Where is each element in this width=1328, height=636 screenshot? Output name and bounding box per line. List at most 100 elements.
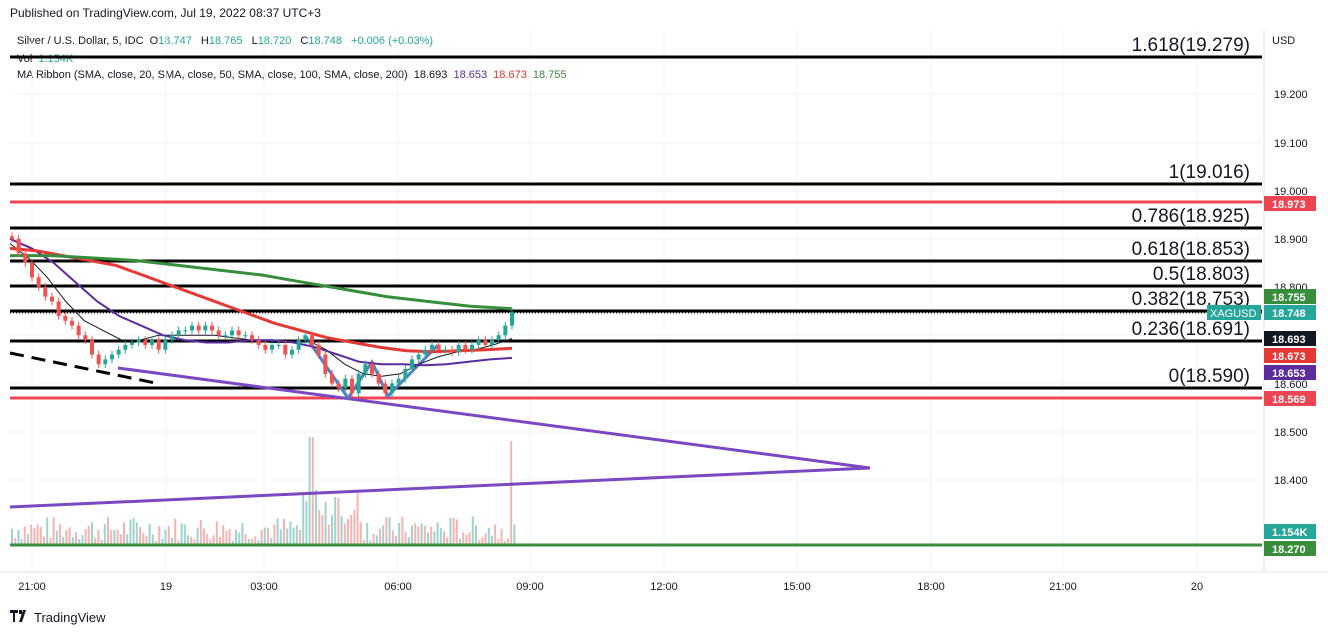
candle-body: [436, 344, 441, 350]
candle-body: [43, 287, 48, 297]
volume-bar: [311, 437, 314, 545]
volume-bar: [91, 522, 93, 545]
volume-bar: [241, 523, 244, 545]
volume-bar: [113, 530, 116, 545]
volume-bar: [33, 528, 36, 545]
price-tag-label: 18.569: [1272, 394, 1306, 406]
volume-bar: [116, 529, 119, 545]
ma100-line: [9, 246, 513, 354]
candle-body: [256, 340, 261, 345]
candle-body: [16, 238, 21, 254]
horizontal-lines: [10, 55, 1262, 547]
candle-body: [476, 340, 481, 345]
volume-bar: [225, 530, 228, 545]
volume-bar: [270, 537, 273, 545]
volume-bar: [228, 529, 231, 545]
candle-body: [390, 383, 394, 394]
candle-body: [283, 344, 288, 355]
volume-bar: [353, 509, 356, 545]
volume-bar: [500, 528, 503, 545]
candle-body: [90, 340, 94, 355]
candle-body: [23, 253, 28, 263]
volume-bar: [462, 532, 465, 545]
candle-body: [96, 354, 101, 365]
volume-bar: [84, 529, 87, 545]
price-tag-label: 18.270: [1272, 544, 1306, 556]
volume-bar: [471, 516, 474, 545]
ma-ribbon-legend: MA Ribbon (SMA, close, 20, SMA, close, 5…: [17, 69, 570, 81]
volume-bar: [318, 510, 321, 545]
volume-bar: [468, 532, 471, 545]
volume-bar: [465, 534, 468, 545]
volume-bar: [190, 536, 193, 545]
time-tick-label: 12:00: [650, 581, 678, 593]
volume-bar: [39, 526, 42, 545]
ma50-value: 18.653: [453, 69, 488, 81]
volume-bar: [446, 537, 449, 545]
volume-bar: [491, 535, 493, 545]
candle-body: [230, 330, 234, 336]
symbol-name: Silver / U.S. Dollar, 5, IDC: [17, 35, 144, 47]
candle-body: [496, 335, 501, 341]
candle-body: [336, 383, 341, 389]
candle-body: [70, 320, 74, 326]
volume-bar: [193, 538, 196, 545]
candle-body: [123, 344, 128, 350]
volume-bar: [343, 523, 346, 545]
volume-bar: [267, 527, 269, 545]
volume-bar: [87, 525, 90, 545]
candle-body: [63, 315, 68, 321]
volume-bar: [507, 538, 509, 545]
close-label: C: [300, 35, 309, 47]
fib-level-label: 1.618(19.279): [1132, 35, 1250, 56]
volume-bar: [206, 534, 209, 545]
volume-bar: [404, 532, 407, 545]
volume-bar: [27, 533, 29, 545]
volume-bar: [222, 525, 225, 545]
price-tag-label: 1.154K: [1272, 527, 1308, 539]
close-value: 18.748: [308, 35, 343, 47]
volume-bar: [75, 532, 77, 545]
volume-bar: [286, 528, 289, 545]
candle-body: [456, 344, 461, 353]
time-tick-label: 19: [160, 581, 172, 593]
volume-bar: [62, 536, 65, 545]
candle-body: [170, 335, 174, 341]
candle-body: [183, 330, 188, 332]
candle-body: [483, 340, 488, 345]
volume-bar: [305, 501, 308, 545]
time-tick-label: 09:00: [516, 581, 544, 593]
price-tag: [1264, 365, 1316, 380]
tradingview-brand[interactable]: TradingView: [10, 610, 106, 625]
volume-bar: [100, 539, 103, 545]
price-tag-label: 18.755: [1272, 292, 1306, 304]
volume-bar: [36, 524, 39, 545]
volume-bar: [347, 518, 349, 545]
volume-bar: [164, 529, 167, 545]
candle-body: [403, 369, 408, 379]
volume-bar: [119, 534, 122, 545]
fib-level-label: 0.5(18.803): [1153, 264, 1250, 285]
candle-body: [190, 325, 194, 331]
volume-bar: [78, 539, 81, 545]
volume-bar: [379, 528, 381, 545]
volume-bar: [43, 536, 45, 545]
candle-body: [210, 325, 214, 331]
candle-body: [150, 340, 154, 345]
candle-body: [410, 359, 414, 370]
high-label: H: [200, 35, 209, 47]
ma50-line: [9, 237, 513, 367]
volume-bar: [148, 523, 151, 545]
candle-body: [270, 344, 274, 350]
volume-bar: [324, 502, 327, 545]
price-tag: [1264, 196, 1316, 211]
volume-bar: [369, 540, 372, 545]
candle-body: [116, 349, 121, 355]
volume-bar: [71, 537, 74, 545]
volume-bar: [139, 527, 141, 545]
price-tick-label: 18.400: [1274, 475, 1308, 487]
currency-label: USD: [1272, 35, 1295, 47]
volume-bar: [436, 522, 439, 545]
volume-bar: [81, 535, 84, 545]
